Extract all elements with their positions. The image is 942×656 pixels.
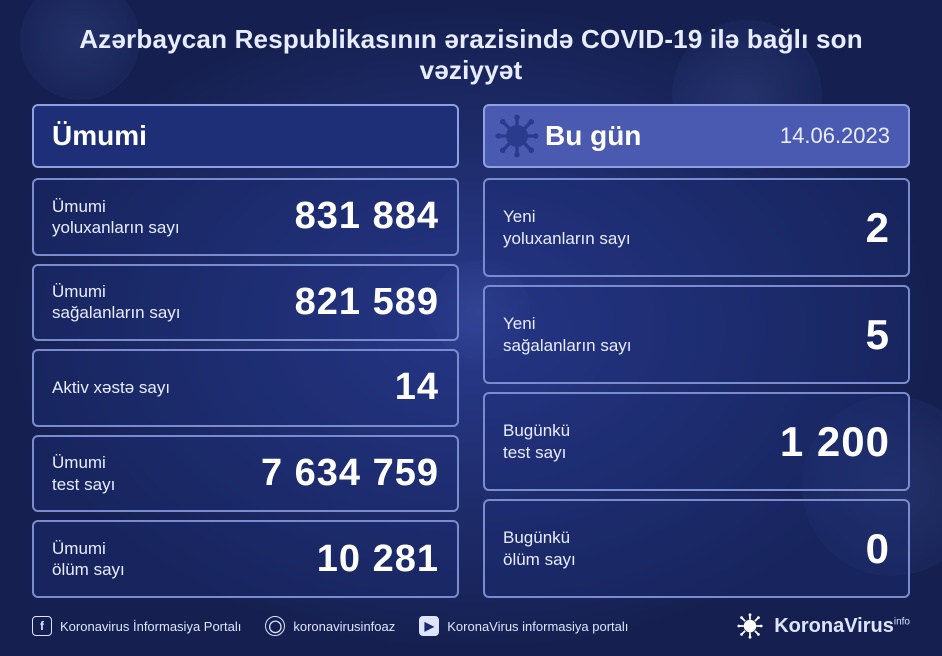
brand-suffix: info: [894, 616, 910, 627]
infographic-container: Azərbaycan Respublikasının ərazisində CO…: [0, 0, 942, 656]
today-panel: Bu gün 14.06.2023 Yeniyoluxanların sayı …: [483, 104, 910, 598]
stat-row: Aktiv xəstə sayı 14: [32, 349, 459, 427]
virus-icon: [495, 114, 539, 158]
stat-value: 14: [395, 366, 439, 409]
youtube-link: ▶ KoronaVirus informasiya portalı: [419, 616, 628, 636]
stat-label: Bugünkütest sayı: [503, 420, 570, 463]
brand: KoronaVirusinfo: [736, 612, 910, 640]
footer: f Koronavirus İnformasiya Portalı ◯ koro…: [32, 598, 910, 640]
stat-row: Ümumiölüm sayı 10 281: [32, 520, 459, 598]
stat-value: 0: [866, 525, 890, 573]
stat-label: Ümumiölüm sayı: [52, 538, 125, 581]
stat-row: Ümumitest sayı 7 634 759: [32, 435, 459, 513]
stat-row: Bugünküölüm sayı 0: [483, 499, 910, 598]
stat-label: Ümumitest sayı: [52, 452, 115, 495]
stat-value: 831 884: [295, 195, 439, 238]
stat-label: Aktiv xəstə sayı: [52, 377, 170, 398]
instagram-icon: ◯: [265, 616, 285, 636]
stat-value: 5: [866, 311, 890, 359]
today-panel-header: Bu gün 14.06.2023: [483, 104, 910, 168]
facebook-label: Koronavirus İnformasiya Portalı: [60, 619, 241, 634]
brand-name: KoronaVirus: [774, 615, 894, 637]
stat-row: Ümumiyoluxanların sayı 831 884: [32, 178, 459, 256]
stat-row: Ümumisağalanların sayı 821 589: [32, 264, 459, 342]
stat-label: Yenisağalanların sayı: [503, 313, 632, 356]
stat-label: Ümumiyoluxanların sayı: [52, 196, 180, 239]
youtube-icon: ▶: [419, 616, 439, 636]
facebook-icon: f: [32, 616, 52, 636]
stat-row: Yenisağalanların sayı 5: [483, 285, 910, 384]
instagram-label: koronavirusinfoaz: [293, 619, 395, 634]
stat-label: Yeniyoluxanların sayı: [503, 206, 631, 249]
total-header-label: Ümumi: [52, 120, 147, 152]
today-header-label: Bu gün: [545, 120, 641, 152]
stats-panels: Ümumi Ümumiyoluxanların sayı 831 884 Ümu…: [32, 104, 910, 598]
stat-value: 7 634 759: [261, 452, 439, 495]
total-panel-header: Ümumi: [32, 104, 459, 168]
stat-row: Yeniyoluxanların sayı 2: [483, 178, 910, 277]
report-date: 14.06.2023: [780, 123, 890, 149]
stat-value: 821 589: [295, 281, 439, 324]
page-title: Azərbaycan Respublikasının ərazisində CO…: [32, 24, 910, 86]
today-rows: Yeniyoluxanların sayı 2 Yenisağalanların…: [483, 178, 910, 598]
stat-value: 2: [866, 204, 890, 252]
stat-value: 1 200: [780, 418, 890, 466]
stat-value: 10 281: [317, 538, 439, 581]
stat-label: Ümumisağalanların sayı: [52, 281, 181, 324]
stat-label: Bugünküölüm sayı: [503, 527, 576, 570]
youtube-label: KoronaVirus informasiya portalı: [447, 619, 628, 634]
facebook-link: f Koronavirus İnformasiya Portalı: [32, 616, 241, 636]
instagram-link: ◯ koronavirusinfoaz: [265, 616, 395, 636]
total-rows: Ümumiyoluxanların sayı 831 884 Ümumisağa…: [32, 178, 459, 598]
total-panel: Ümumi Ümumiyoluxanların sayı 831 884 Ümu…: [32, 104, 459, 598]
brand-virus-icon: [736, 612, 764, 640]
stat-row: Bugünkütest sayı 1 200: [483, 392, 910, 491]
social-links: f Koronavirus İnformasiya Portalı ◯ koro…: [32, 616, 628, 636]
